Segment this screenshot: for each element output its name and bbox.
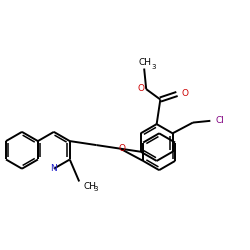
Text: O: O <box>137 84 144 93</box>
Text: O: O <box>118 144 125 153</box>
Text: Cl: Cl <box>216 116 224 124</box>
Text: 3: 3 <box>94 186 98 192</box>
Text: 3: 3 <box>152 64 156 70</box>
Text: CH: CH <box>139 58 152 68</box>
Text: O: O <box>181 89 188 98</box>
Text: CH: CH <box>84 182 97 191</box>
Text: N: N <box>50 164 57 173</box>
